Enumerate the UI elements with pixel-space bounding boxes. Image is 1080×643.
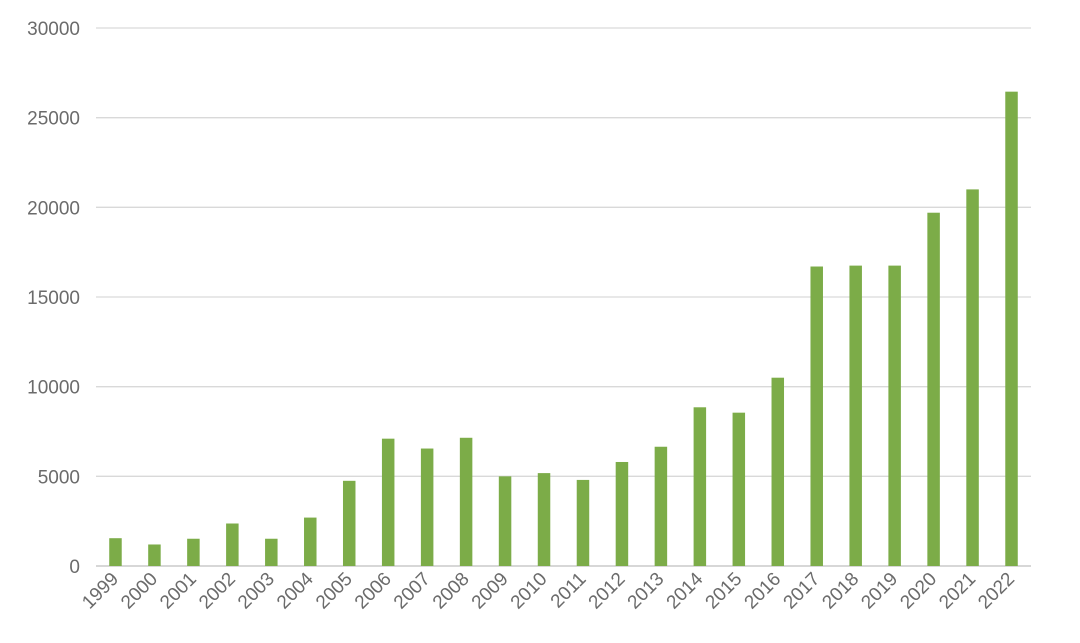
bar-2022 (1005, 91, 1018, 566)
gridlines (96, 27, 1031, 567)
y-tick-label: 5000 (38, 467, 80, 488)
x-tick-label: 2012 (585, 569, 630, 614)
y-tick-label: 15000 (27, 288, 80, 309)
x-tick-label: 2016 (741, 569, 786, 614)
y-tick-label: 30000 (27, 19, 80, 40)
x-tick-label: 2005 (312, 569, 357, 614)
bar-1999 (109, 538, 122, 566)
x-tick-label: 2007 (390, 569, 435, 614)
x-tick-label: 2003 (234, 569, 279, 614)
bar-2010 (537, 473, 551, 566)
x-tick-label: 2008 (429, 569, 474, 614)
bar-2003 (265, 538, 278, 566)
x-tick-label: 2022 (974, 569, 1019, 614)
x-tick-label: 2000 (117, 569, 162, 614)
x-tick-label: 2021 (935, 569, 980, 614)
x-tick-label: 2001 (156, 569, 201, 614)
x-tick-label: 2009 (468, 569, 513, 614)
bar-2012 (615, 461, 629, 566)
x-tick-label: 2013 (624, 569, 669, 614)
bar-2002 (226, 523, 239, 566)
x-tick-label: 2011 (547, 569, 591, 613)
bar-2000 (148, 544, 161, 566)
bar-2001 (187, 538, 200, 566)
y-tick-label: 25000 (27, 109, 80, 130)
bar-2013 (654, 446, 668, 566)
x-tick-label: 2015 (702, 569, 747, 614)
x-tick-label: 2017 (780, 569, 825, 614)
bars (109, 91, 1018, 567)
bar-2021 (966, 189, 979, 566)
x-tick-label: 2020 (896, 569, 941, 614)
x-tick-label: 2004 (273, 568, 318, 613)
y-tick-label: 10000 (27, 378, 80, 399)
x-axis-ticks: 1999200020012002200320042005200620072008… (78, 568, 1019, 613)
x-tick-label: 2014 (663, 568, 708, 613)
bar-2009 (498, 476, 512, 566)
bar-2011 (576, 479, 590, 566)
bar-2019 (888, 265, 901, 566)
x-tick-label: 1999 (78, 569, 123, 614)
x-tick-label: 2010 (507, 569, 552, 614)
bar-2018 (849, 265, 862, 566)
bar-2016 (771, 377, 785, 566)
bar-2008 (459, 437, 473, 566)
bar-2014 (693, 407, 707, 566)
x-tick-label: 2018 (818, 569, 863, 614)
x-tick-label: 2006 (351, 569, 396, 614)
x-tick-label: 2002 (195, 569, 240, 614)
bar-2006 (381, 438, 395, 566)
bar-2015 (732, 412, 746, 566)
x-tick-label: 2019 (857, 569, 902, 614)
bar-2007 (420, 448, 434, 566)
y-tick-label: 0 (69, 557, 80, 578)
bar-2005 (342, 480, 356, 566)
bar-2004 (304, 517, 317, 566)
y-axis-ticks: 0 5000 10000 15000 20000 25000 30000 (27, 19, 80, 578)
bar-2020 (927, 212, 940, 567)
bar-2017 (810, 266, 823, 566)
y-tick-label: 20000 (27, 198, 80, 219)
